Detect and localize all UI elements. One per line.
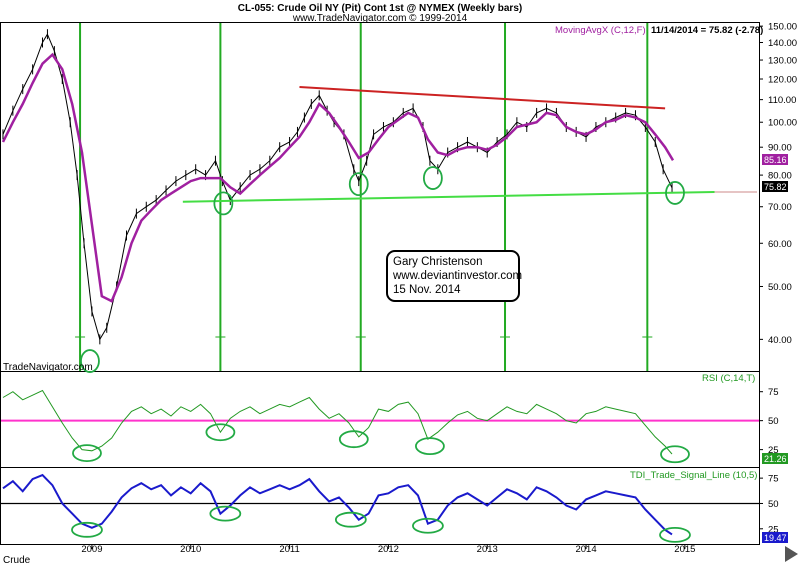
tdi-low-circle: [659, 526, 691, 543]
rsi-last-tag: [762, 453, 788, 464]
rsi-last-value: 21.26: [764, 454, 787, 464]
price-ytick-label: 130.00: [768, 56, 797, 67]
rsi-low-circle: [72, 444, 102, 462]
tdi-low-circle: [71, 521, 103, 538]
price-low-circle: [665, 181, 685, 205]
rsi-low-circle: [660, 445, 690, 464]
note-date: 15 Nov. 2014: [393, 284, 461, 296]
price-series-line: [2, 33, 673, 341]
rsi-ytick-label: 25: [768, 445, 779, 456]
ma-last-tag: [762, 154, 788, 165]
tdi-low-circle: [209, 505, 242, 522]
scroll-right-arrow-icon[interactable]: [785, 546, 798, 562]
xtick-label: 2014: [575, 544, 596, 555]
price-ytick-label: 100.00: [768, 118, 797, 129]
note-website: www.deviantinvestor.com: [393, 270, 523, 282]
tdi-low-circle: [412, 517, 444, 534]
tdi-line: [2, 473, 673, 536]
support-trendline: [182, 190, 715, 203]
close-last-tag: [762, 181, 788, 192]
price-low-circle: [422, 166, 443, 190]
rsi-low-circle: [415, 437, 445, 456]
price-ytick-label: 80.00: [768, 171, 792, 182]
price-indicator-label: MovingAvgX (C,12,F): [555, 25, 646, 36]
rsi-panel-frame: [0, 371, 760, 468]
rsi-line: [2, 389, 673, 455]
chart-subtitle: www.TradeNavigator.com © 1999-2014: [292, 13, 468, 24]
price-ytick-label: 110.00: [768, 95, 796, 106]
ma-last-value: 85.16: [764, 155, 787, 165]
rsi-indicator-label: RSI (C,14,T): [702, 373, 755, 384]
price-ytick-label: 60.00: [768, 239, 792, 250]
xtick-label: 2013: [477, 544, 498, 555]
xtick-label: 2012: [378, 544, 399, 555]
tdi-ytick-label: 75: [768, 474, 779, 485]
xtick-label: 2011: [279, 544, 299, 555]
price-low-circle: [80, 349, 100, 373]
rsi-low-circle: [338, 430, 369, 449]
tdi-ytick-label: 50: [768, 499, 779, 510]
rsi-low-circle: [205, 423, 236, 442]
note-author: Gary Christenson: [393, 256, 483, 268]
tdi-last-value: 19.47: [764, 533, 787, 543]
price-ytick-label: 150.00: [768, 22, 797, 33]
tdi-last-tag: [762, 532, 788, 543]
price-info: 11/14/2014 = 75.82 (-2.78): [651, 25, 763, 36]
resistance-trendline: [299, 86, 666, 110]
price-ytick-label: 90.00: [768, 143, 792, 154]
chart-title: CL-055: Crude Oil NY (Pit) Cont 1st @ NY…: [238, 3, 522, 14]
tdi-panel-frame: [0, 467, 760, 545]
moving-average-line: [1, 52, 675, 303]
rsi-ytick-label: 75: [768, 387, 779, 398]
price-ytick-label: 140.00: [768, 38, 797, 49]
symbol-label: Crude: [3, 555, 31, 566]
author-note: Gary Christenson www.deviantinvestor.com…: [386, 250, 523, 302]
price-panel-frame: [0, 22, 760, 372]
tdi-indicator-label: TDI_Trade_Signal_Line (10,5): [630, 470, 757, 481]
price-ytick-label: 40.00: [768, 335, 792, 346]
xtick-label: 2009: [81, 544, 102, 555]
price-low-circle: [348, 172, 369, 197]
tdi-low-circle: [334, 511, 367, 528]
xtick-label: 2010: [180, 544, 201, 555]
price-low-circle: [213, 191, 234, 216]
xtick-label: 2015: [674, 544, 695, 555]
price-ytick-label: 50.00: [768, 282, 792, 293]
rsi-ytick-label: 50: [768, 416, 779, 427]
price-ytick-label: 120.00: [768, 75, 797, 86]
close-last-value: 75.82: [764, 182, 787, 192]
price-ytick-label: 70.00: [768, 202, 792, 213]
watermark: TradeNavigator.com: [3, 362, 93, 373]
tdi-ytick-label: 25: [768, 524, 779, 535]
